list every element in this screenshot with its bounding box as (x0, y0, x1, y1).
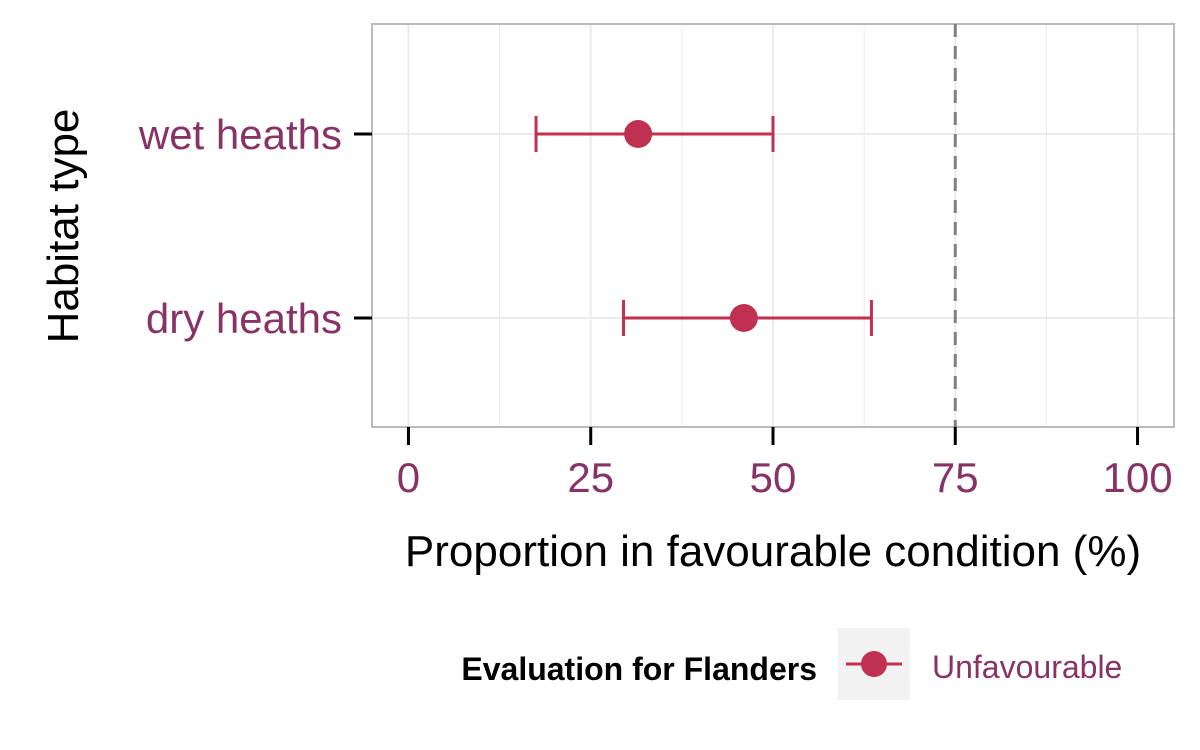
x-tick-label: 25 (567, 454, 614, 501)
data-point (624, 120, 653, 148)
legend-key-point (861, 651, 887, 677)
legend-label-unfavourable: Unfavourable (932, 649, 1122, 685)
x-tick-label: 50 (750, 454, 797, 501)
y-tick-label: dry heaths (146, 295, 342, 342)
x-axis-title: Proportion in favourable condition (%) (405, 527, 1141, 576)
x-tick-label: 0 (397, 454, 420, 501)
legend: Evaluation for Flanders Unfavourable (461, 628, 1122, 700)
data-points (534, 116, 873, 336)
data-point (729, 304, 758, 332)
x-axis: 0 25 50 75 100 (397, 427, 1173, 501)
grid-lines (372, 24, 1174, 427)
y-tick-label: wet heaths (138, 111, 342, 158)
y-axis-title: Habitat type (39, 109, 88, 344)
x-tick-label: 100 (1103, 454, 1173, 501)
legend-title: Evaluation for Flanders (461, 651, 817, 687)
x-tick-label: 75 (932, 454, 979, 501)
y-axis: wet heaths dry heaths (138, 111, 372, 342)
